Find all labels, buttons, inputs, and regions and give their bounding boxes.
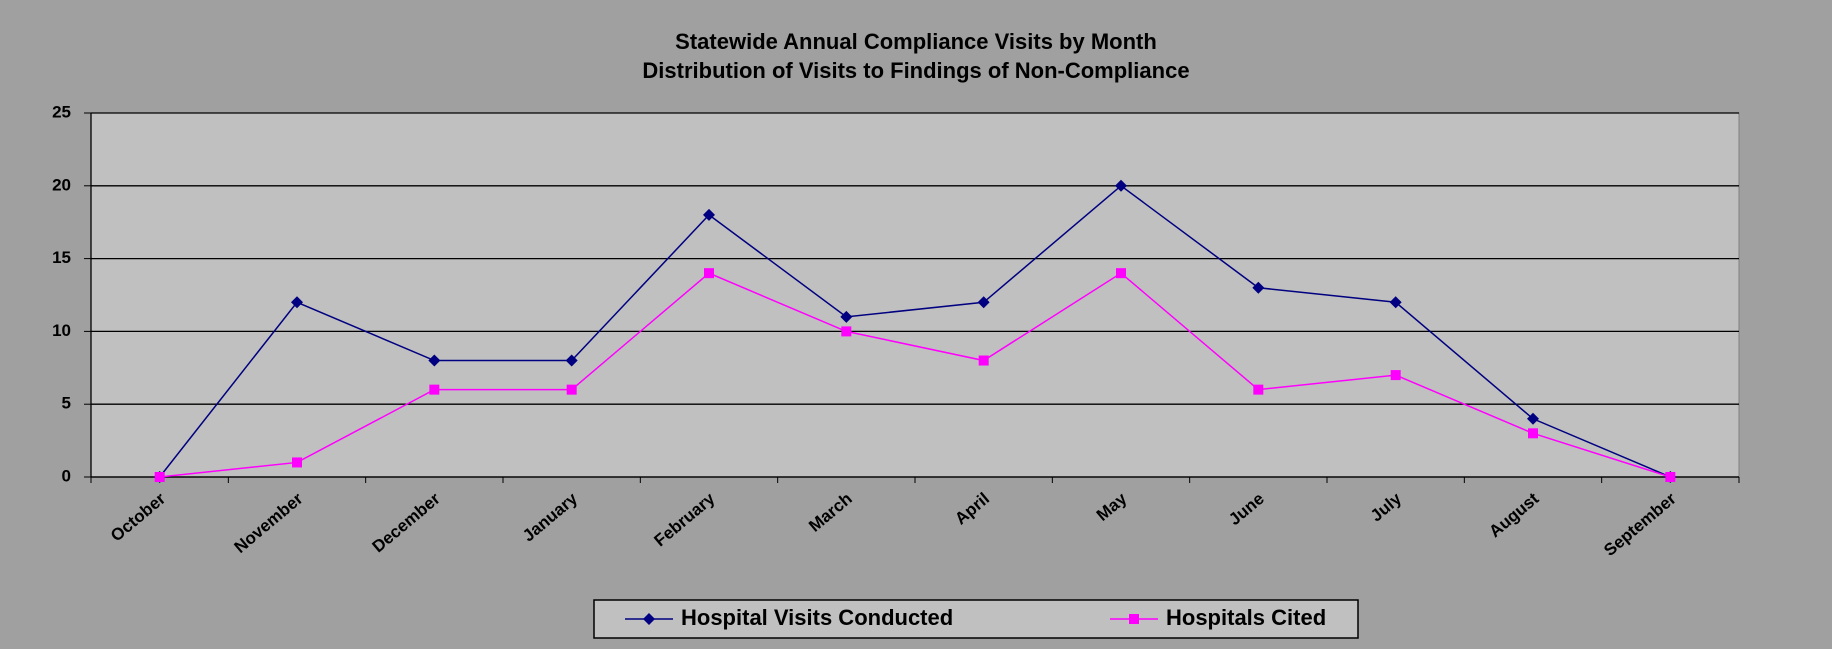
data-point	[1665, 472, 1676, 482]
legend	[593, 599, 1359, 639]
series-line	[159, 184, 1671, 478]
data-point	[154, 472, 165, 482]
data-point	[291, 296, 303, 309]
legend-label: Hospitals Cited	[1166, 605, 1326, 630]
data-point	[1115, 179, 1127, 192]
data-point	[841, 326, 852, 337]
data-point	[429, 384, 440, 395]
y-tick-label: 15	[52, 248, 71, 267]
data-point	[1527, 412, 1539, 425]
data-point	[978, 355, 989, 366]
data-point	[292, 457, 302, 468]
plot-area	[90, 112, 1740, 478]
data-point	[840, 310, 853, 323]
y-tick-label: 10	[52, 321, 71, 340]
data-point	[1528, 428, 1538, 439]
data-point	[703, 208, 715, 221]
data-point	[565, 354, 578, 367]
series-line	[159, 272, 1671, 478]
data-point	[1390, 370, 1401, 381]
data-point	[1116, 268, 1126, 279]
data-point	[1389, 296, 1402, 309]
data-point	[428, 354, 441, 367]
y-tick-label: 20	[52, 175, 71, 194]
data-point	[1253, 384, 1264, 395]
y-tick-label: 5	[62, 394, 71, 413]
data-point	[1252, 281, 1265, 294]
data-point	[566, 384, 577, 395]
legend-marker	[643, 613, 655, 625]
y-tick-label: 0	[62, 466, 71, 485]
data-point	[704, 268, 714, 279]
legend-marker	[1129, 614, 1139, 624]
chart-subtitle: Distribution of Visits to Findings of No…	[642, 58, 1189, 83]
y-tick-label: 25	[52, 102, 71, 121]
legend-label: Hospital Visits Conducted	[681, 605, 953, 630]
data-point	[977, 296, 990, 309]
chart-title: Statewide Annual Compliance Visits by Mo…	[675, 29, 1157, 54]
